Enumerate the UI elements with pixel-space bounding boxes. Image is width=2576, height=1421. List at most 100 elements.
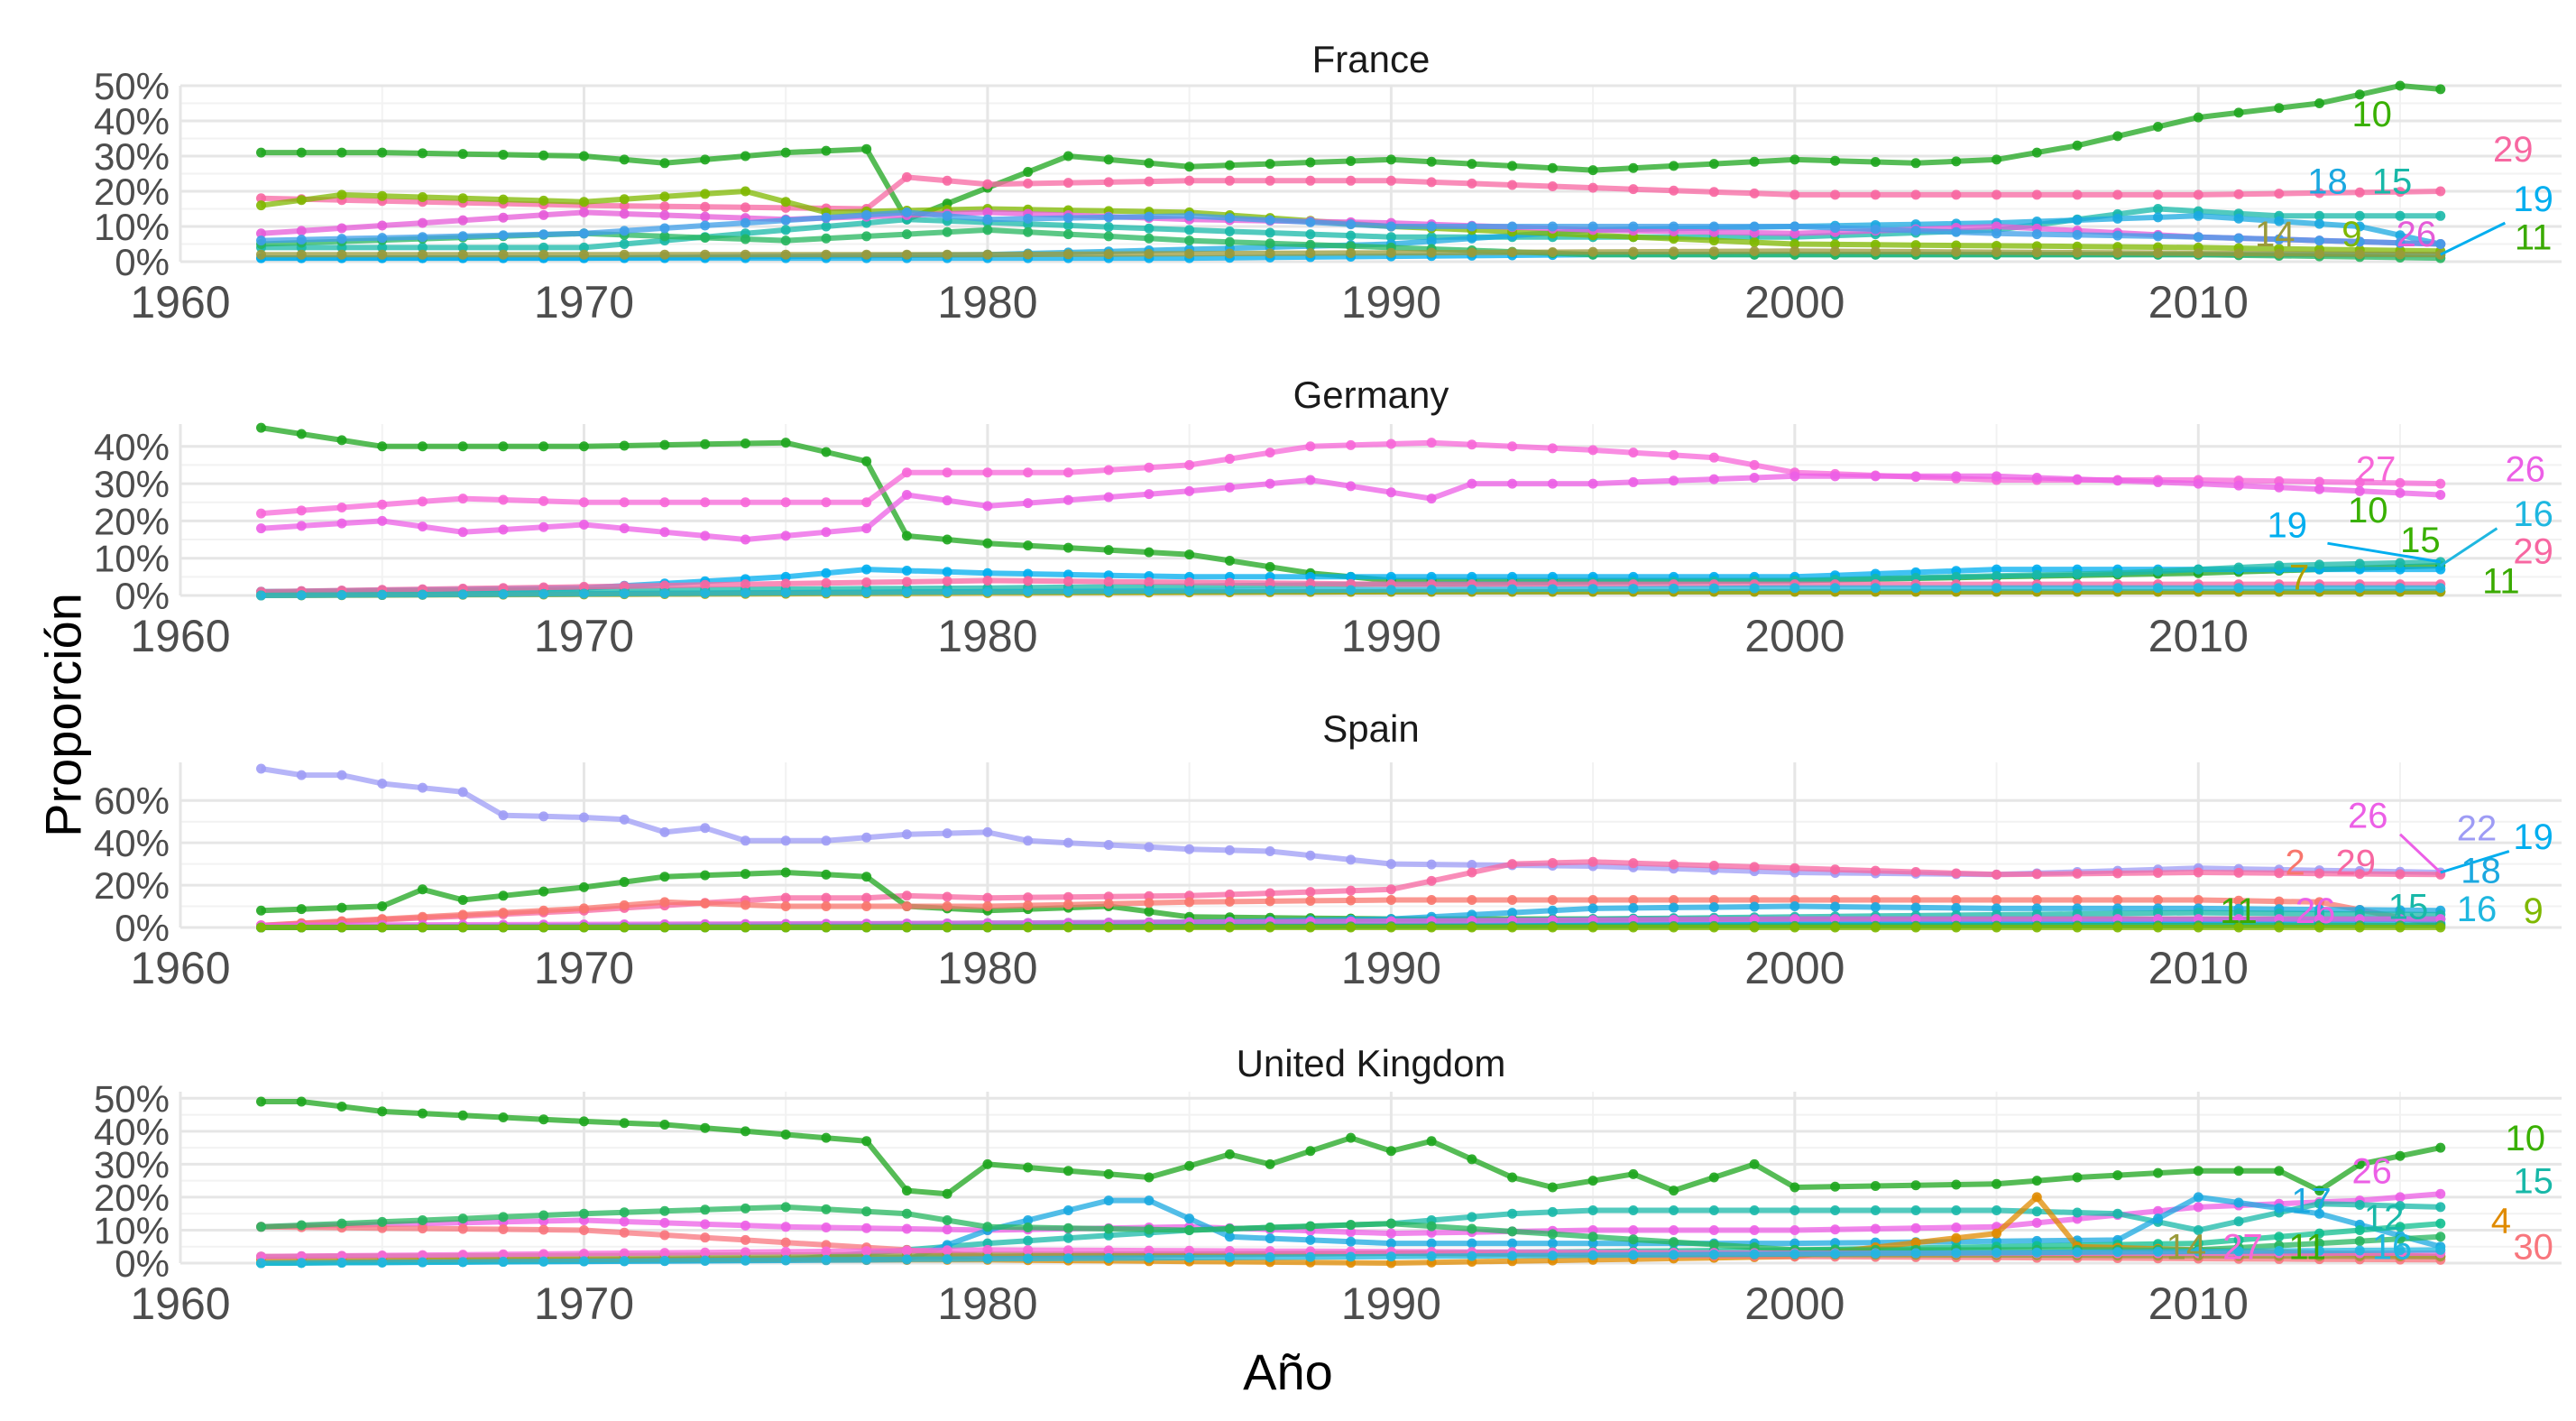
data-point [2153, 231, 2164, 242]
data-point [1749, 188, 1760, 198]
series-label: 16 [2372, 1228, 2413, 1268]
data-point [1426, 875, 1437, 886]
data-point [1184, 577, 1195, 588]
data-point [538, 1249, 549, 1260]
data-point [2031, 869, 2042, 880]
data-point [740, 1220, 750, 1231]
data-point [377, 147, 388, 158]
data-point [1305, 217, 1316, 227]
data-point [2153, 1213, 2164, 1224]
data-point [578, 581, 589, 592]
data-point [1749, 472, 1760, 483]
data-point [417, 217, 428, 228]
data-point [1830, 189, 1841, 200]
data-point [1224, 482, 1235, 493]
series-label: 29 [2336, 843, 2377, 882]
data-point [2274, 922, 2285, 933]
data-point [498, 242, 509, 253]
x-tick-label: 1990 [1341, 277, 1441, 328]
y-tick-label: 40% [94, 1111, 170, 1153]
series-label: 17 [2291, 1182, 2332, 1222]
y-tick-label: 20% [94, 171, 170, 213]
data-point [700, 922, 711, 933]
data-point [1265, 577, 1275, 588]
series-label: 14 [2255, 215, 2295, 254]
data-point [1708, 452, 1719, 463]
data-point [821, 1132, 832, 1143]
data-point [1023, 835, 1034, 846]
panel-germany: Germany 0%10%20%30%40% 1960 1970 1980 1990 200… [94, 374, 2562, 661]
data-point [1830, 922, 1841, 933]
data-point [538, 811, 549, 822]
data-point [1103, 1195, 1114, 1206]
data-point [255, 193, 266, 204]
data-point [1305, 585, 1316, 595]
data-point [942, 1254, 952, 1265]
data-point [982, 892, 993, 903]
data-point [2354, 1199, 2365, 1210]
data-point [255, 200, 266, 211]
data-point [1910, 895, 1921, 905]
data-point [901, 565, 912, 576]
data-point [2112, 213, 2123, 224]
data-point [1830, 1224, 1841, 1235]
data-point [377, 922, 388, 933]
y-tick-label: 20% [94, 864, 170, 907]
data-point [1870, 865, 1881, 876]
data-point [1063, 249, 1073, 260]
data-point [2193, 189, 2203, 200]
y-tick-label: 30% [94, 135, 170, 178]
data-point [2354, 1158, 2365, 1169]
data-point [296, 922, 307, 933]
data-point [255, 147, 266, 158]
data-point [1426, 235, 1437, 246]
data-point [457, 1223, 468, 1234]
data-point [2072, 922, 2083, 933]
data-point [1669, 583, 1679, 594]
data-point [1870, 914, 1881, 925]
data-point [1063, 213, 1073, 224]
data-point [659, 497, 670, 508]
data-point [2395, 1150, 2406, 1161]
data-point [821, 587, 832, 598]
data-point [700, 870, 711, 881]
data-point [417, 232, 428, 243]
data-point [982, 1253, 993, 1264]
data-point [861, 1206, 872, 1217]
data-point [498, 1212, 509, 1223]
data-point [1830, 239, 1841, 250]
data-point [1830, 914, 1841, 925]
data-point [1507, 584, 1518, 595]
data-point [1346, 481, 1357, 492]
data-point [2233, 562, 2244, 573]
data-point [1830, 223, 1841, 234]
data-point [255, 508, 266, 519]
data-point [538, 922, 549, 933]
data-point [1789, 154, 1800, 165]
y-tick-label: 40% [94, 822, 170, 864]
data-point [1346, 585, 1357, 595]
data-point [780, 197, 791, 208]
x-tick-label: 1970 [534, 1278, 634, 1329]
data-point [2435, 1142, 2446, 1153]
data-point [2112, 1170, 2123, 1181]
data-point [1385, 232, 1396, 243]
data-point [2395, 237, 2406, 248]
data-point [1628, 1234, 1639, 1245]
data-point [780, 225, 791, 235]
data-point [1224, 922, 1235, 933]
data-point [2193, 112, 2203, 123]
data-point [1951, 471, 1962, 482]
data-point [2395, 922, 2406, 933]
data-point [377, 441, 388, 452]
series-14 [255, 245, 2446, 260]
data-point [700, 1255, 711, 1266]
data-point [780, 497, 791, 508]
data-point [1992, 570, 2002, 581]
data-point [2435, 564, 2446, 575]
data-point [2153, 247, 2164, 258]
data-point [1749, 914, 1760, 925]
data-point [417, 249, 428, 260]
data-point [2274, 216, 2285, 226]
data-point [538, 229, 549, 240]
